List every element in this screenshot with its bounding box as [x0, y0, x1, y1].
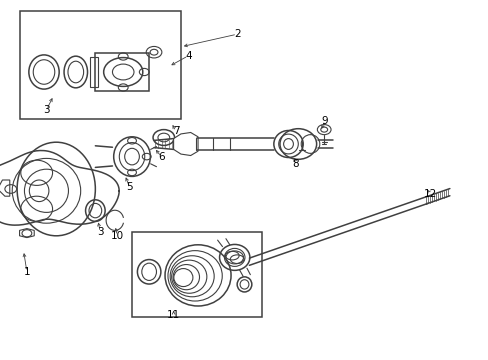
Text: 12: 12: [423, 189, 436, 199]
Polygon shape: [20, 229, 34, 238]
Polygon shape: [95, 53, 149, 91]
Text: 6: 6: [158, 152, 164, 162]
Text: 3: 3: [43, 105, 50, 115]
Text: 4: 4: [184, 51, 191, 61]
Text: 11: 11: [166, 310, 180, 320]
Text: 2: 2: [233, 29, 240, 39]
Text: 5: 5: [126, 182, 133, 192]
Text: 7: 7: [172, 126, 179, 136]
Bar: [20, 11, 181, 119]
Text: 3: 3: [97, 227, 103, 237]
Text: 9: 9: [321, 116, 328, 126]
Polygon shape: [173, 132, 198, 156]
Text: 1: 1: [23, 267, 30, 277]
Text: 8: 8: [292, 159, 299, 169]
Text: 10: 10: [111, 231, 123, 241]
Polygon shape: [0, 180, 10, 196]
Bar: [132, 232, 261, 317]
